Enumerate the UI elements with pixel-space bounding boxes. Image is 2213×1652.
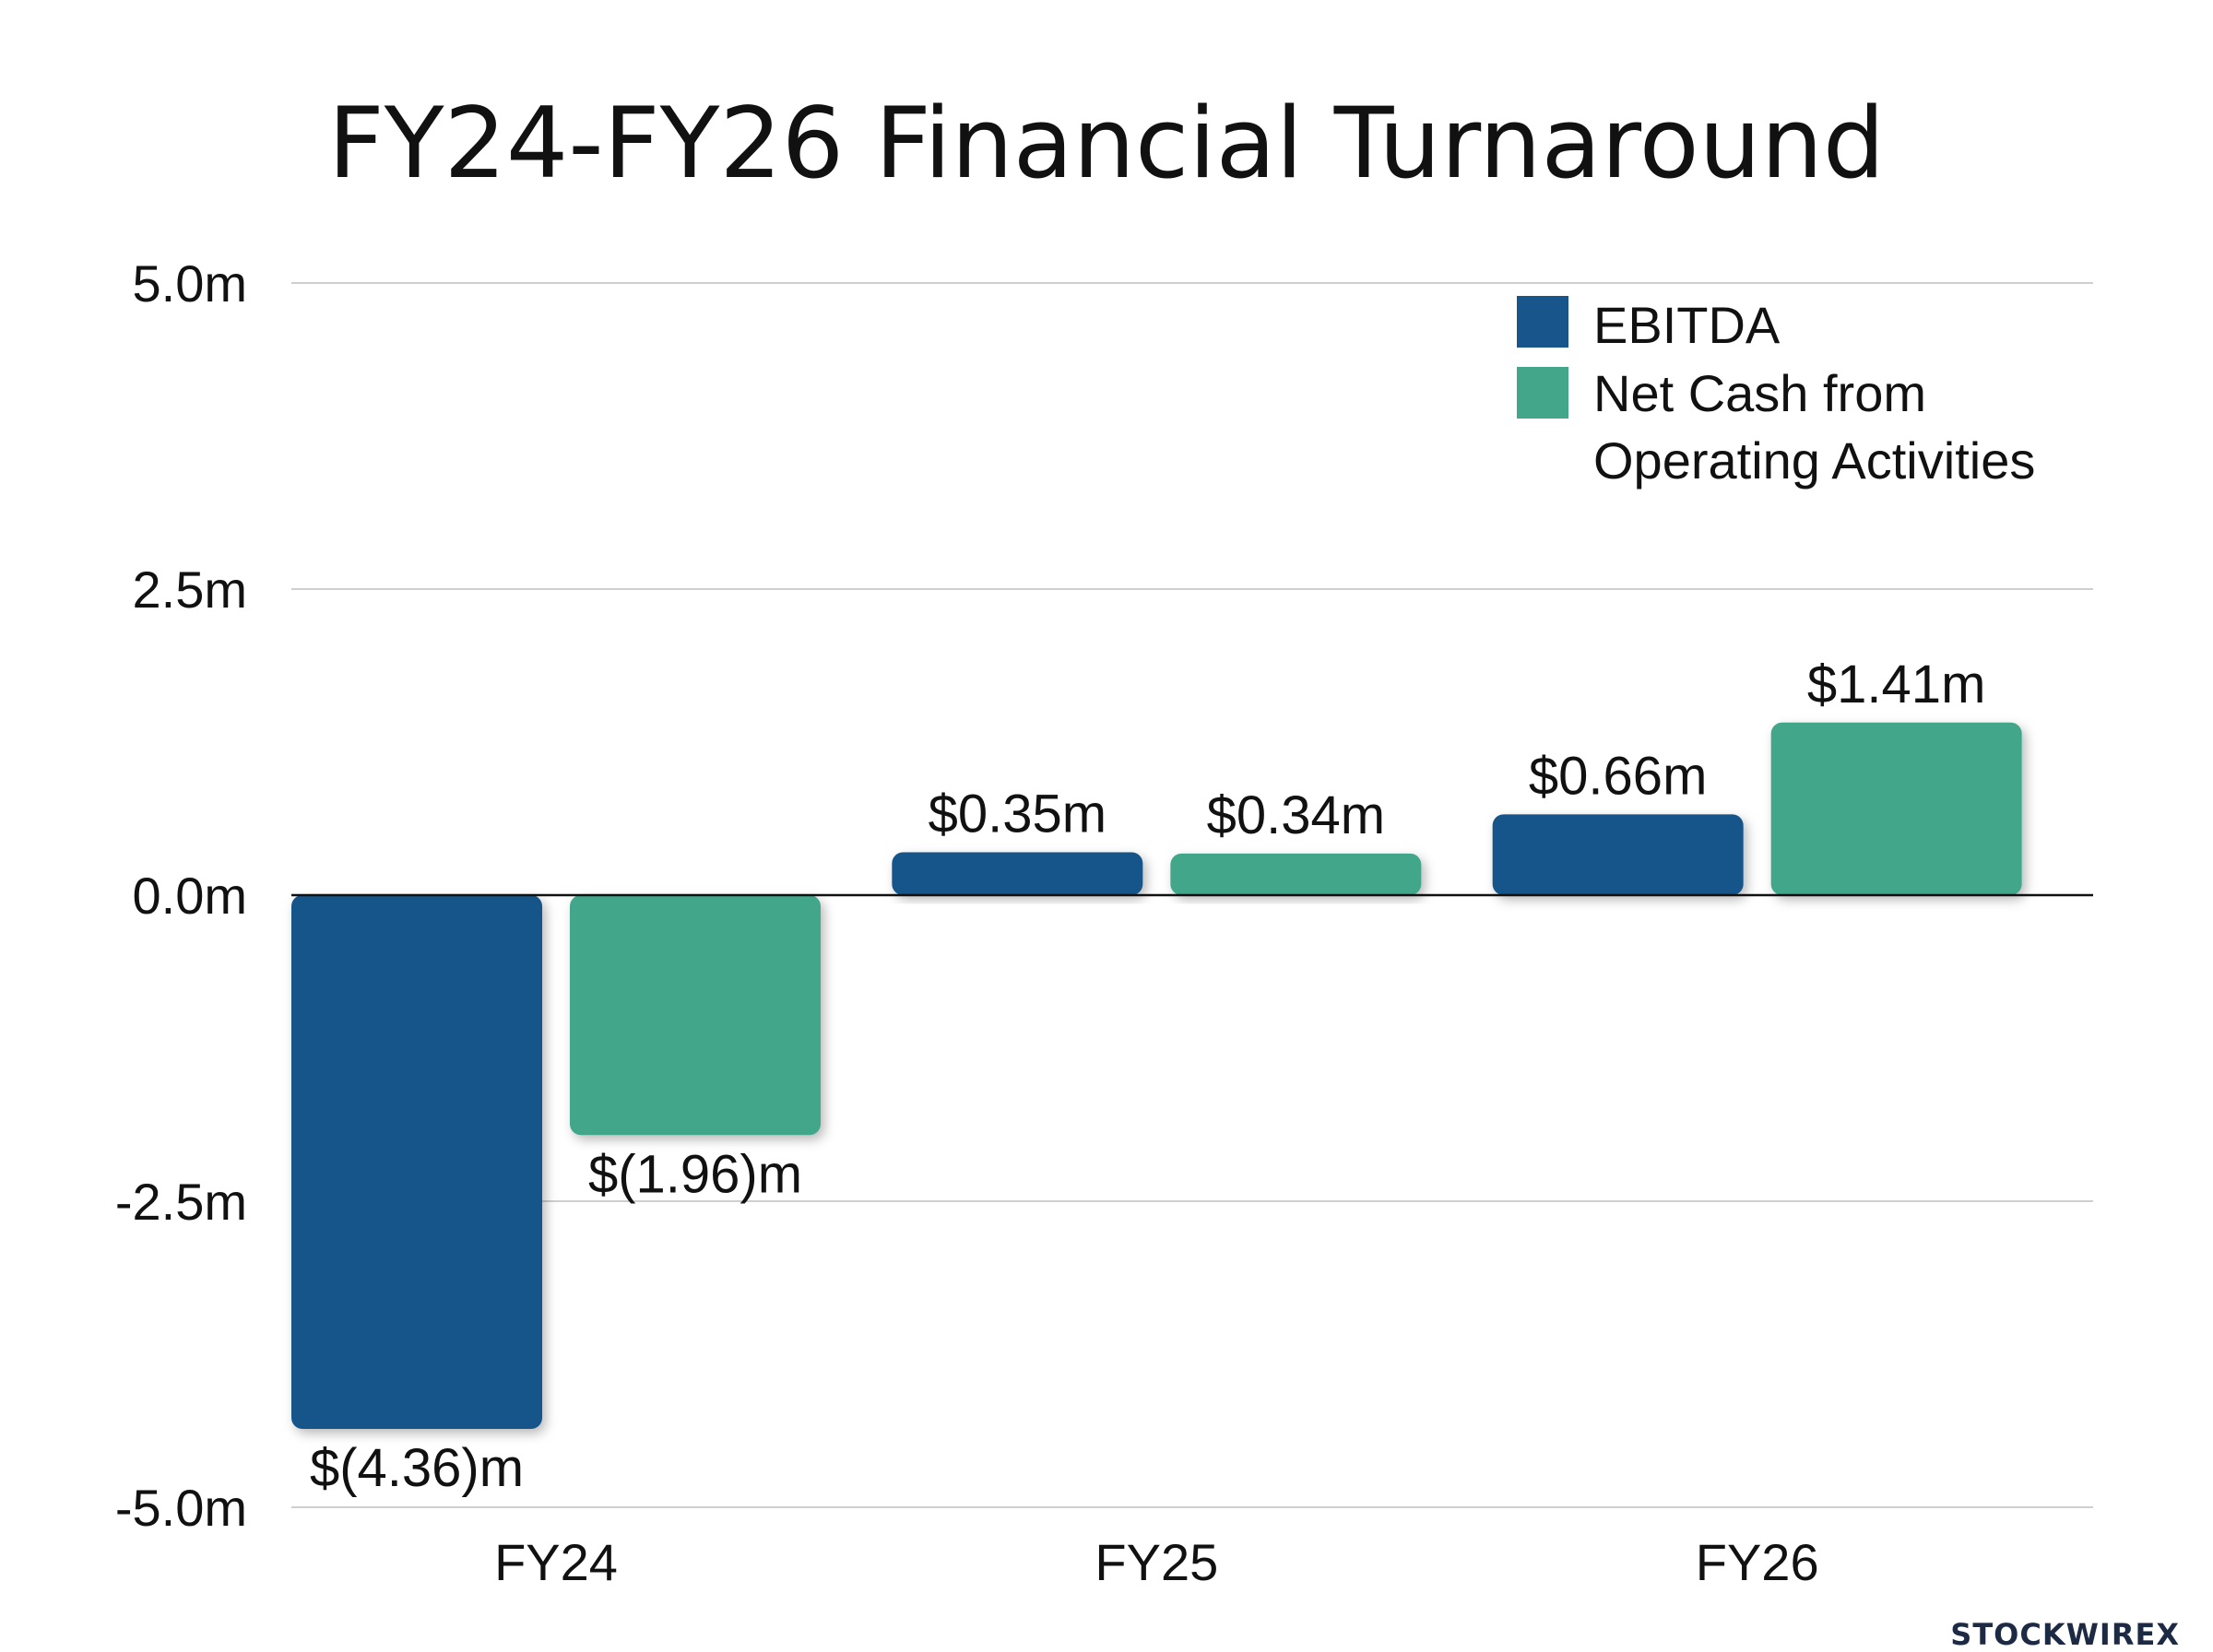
bar-fy26-series-1 <box>1770 722 2022 895</box>
data-label: $(4.36)m <box>310 1438 524 1498</box>
bar-fy25-series-1 <box>1170 853 1422 895</box>
legend: EBITDA Net Cash from Operating Activitie… <box>1517 296 2035 490</box>
bar-fy26-series-0 <box>1492 814 1744 895</box>
y-tick-label: 0.0m <box>133 867 248 925</box>
legend-swatch-ebitda <box>1517 296 1568 348</box>
chart-title: FY24-FY26 Financial Turnaround <box>328 87 1885 200</box>
y-tick-label: 2.5m <box>133 560 248 619</box>
x-axis-categories: FY24 FY25 FY26 <box>494 1533 1819 1591</box>
brand-logo: STOCKWIREX <box>1950 1617 2180 1652</box>
legend-swatch-net-cash <box>1517 367 1568 419</box>
data-label: $0.34m <box>1207 785 1385 845</box>
bars <box>291 722 2022 1430</box>
data-label: $0.35m <box>929 785 1106 844</box>
bar-fy24-series-0 <box>291 895 542 1430</box>
bar-fy24-series-1 <box>570 895 821 1136</box>
x-category-label: FY24 <box>494 1533 618 1591</box>
legend-label-ebitda: EBITDA <box>1593 296 1781 354</box>
data-label: $1.41m <box>1807 655 1985 714</box>
y-tick-label: 5.0m <box>133 254 248 313</box>
data-label: $(1.96)m <box>588 1144 802 1204</box>
y-axis-ticks: 5.0m 2.5m 0.0m -2.5m -5.0m <box>115 254 247 1537</box>
x-category-label: FY26 <box>1696 1533 1819 1591</box>
legend-label-net-cash-line-2: Operating Activities <box>1593 431 2035 490</box>
legend-label-net-cash-line-1: Net Cash from <box>1593 364 1926 422</box>
y-tick-label: -5.0m <box>115 1479 247 1537</box>
y-tick-label: -2.5m <box>115 1173 247 1231</box>
data-labels: $(4.36)m $(1.96)m $0.35m $0.34m $0.66m $1.41m <box>310 655 1985 1498</box>
bar-fy25-series-0 <box>892 852 1143 895</box>
x-category-label: FY25 <box>1095 1533 1218 1591</box>
data-label: $0.66m <box>1529 746 1707 806</box>
grid-lines <box>291 282 2093 1508</box>
